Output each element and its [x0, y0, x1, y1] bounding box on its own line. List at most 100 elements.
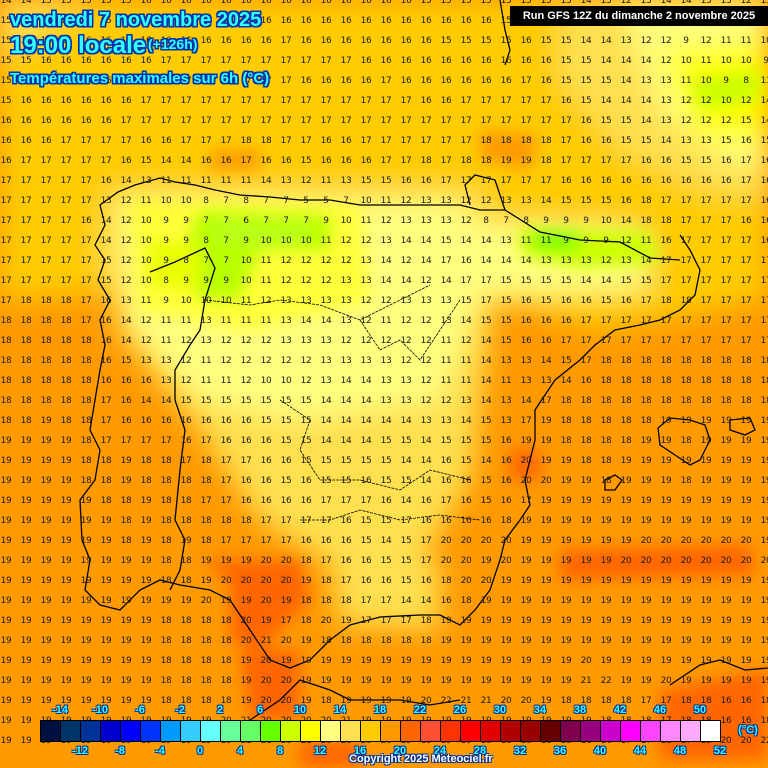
grid-value: 9	[203, 276, 209, 286]
grid-value: 19	[0, 456, 12, 466]
grid-value: 16	[560, 316, 572, 326]
grid-value: 19	[580, 636, 592, 646]
grid-value: 17	[240, 116, 252, 126]
grid-value: 19	[40, 576, 52, 586]
grid-value: 15	[480, 316, 492, 326]
grid-value: 19	[40, 656, 52, 666]
grid-value: 17	[260, 76, 272, 86]
grid-value: 17	[80, 176, 92, 186]
grid-value: 15	[0, 76, 12, 86]
grid-value: 19	[720, 496, 732, 506]
color-scale-cell	[501, 721, 521, 741]
grid-value: 17	[220, 56, 232, 66]
grid-value: 16	[40, 76, 52, 86]
grid-value: 16	[440, 476, 452, 486]
grid-value: 14	[460, 316, 472, 326]
grid-value: 15	[620, 276, 632, 286]
grid-value: 21	[460, 696, 472, 706]
grid-value: 17	[500, 116, 512, 126]
grid-value: 13	[340, 296, 352, 306]
grid-value: 11	[500, 376, 512, 386]
grid-value: 16	[120, 76, 132, 86]
grid-value: 18	[600, 376, 612, 386]
grid-value: 13	[440, 296, 452, 306]
grid-value: 19	[40, 476, 52, 486]
grid-value: 16	[200, 156, 212, 166]
grid-value: 12	[740, 0, 752, 6]
grid-value: 13	[400, 296, 412, 306]
grid-value: 17	[580, 156, 592, 166]
grid-value: 14	[520, 256, 532, 266]
grid-value: 17	[40, 236, 52, 246]
grid-value: 15	[340, 456, 352, 466]
grid-value: 17	[20, 176, 32, 186]
grid-value: 19	[520, 556, 532, 566]
grid-value: 19	[700, 456, 712, 466]
grid-value: 19	[400, 656, 412, 666]
grid-value: 17	[200, 56, 212, 66]
grid-value: 17	[40, 256, 52, 266]
grid-value: 14	[380, 416, 392, 426]
grid-value: 18	[60, 356, 72, 366]
grid-value: 11	[760, 0, 768, 6]
grid-value: 17	[340, 96, 352, 106]
grid-value: 14	[0, 0, 12, 6]
grid-value: 9	[683, 36, 689, 46]
grid-value: 16	[540, 56, 552, 66]
grid-value: 19	[80, 556, 92, 566]
grid-value: 11	[460, 356, 472, 366]
scale-label-bottom: 32	[513, 745, 527, 757]
grid-value: 19	[540, 436, 552, 446]
grid-value: 19	[0, 736, 12, 746]
grid-value: 10	[240, 276, 252, 286]
grid-value: 15	[0, 96, 12, 106]
grid-value: 16	[360, 556, 372, 566]
grid-value: 16	[360, 156, 372, 166]
grid-value: 14	[480, 336, 492, 346]
grid-value: 12	[280, 356, 292, 366]
grid-value: 18	[0, 336, 12, 346]
grid-value: 18	[180, 496, 192, 506]
grid-value: 16	[580, 376, 592, 386]
grid-value: 13	[500, 196, 512, 206]
color-scale-cell	[481, 721, 501, 741]
grid-value: 18	[680, 356, 692, 366]
grid-value: 19	[20, 636, 32, 646]
grid-value: 18	[600, 696, 612, 706]
grid-value: 19	[100, 696, 112, 706]
grid-value: 19	[500, 656, 512, 666]
grid-value: 17	[180, 116, 192, 126]
grid-value: 14	[560, 376, 572, 386]
grid-value: 20	[220, 576, 232, 586]
grid-value: 12	[260, 336, 272, 346]
grid-value: 12	[660, 36, 672, 46]
grid-value: 11	[180, 176, 192, 186]
grid-value: 18	[460, 156, 472, 166]
grid-value: 17	[740, 236, 752, 246]
grid-value: 18	[80, 436, 92, 446]
grid-value: 18	[700, 396, 712, 406]
grid-value: 16	[400, 0, 412, 6]
grid-value: 19	[700, 616, 712, 626]
grid-value: 13	[380, 236, 392, 246]
grid-value: 17	[80, 136, 92, 146]
grid-value: 15	[300, 436, 312, 446]
grid-value: 19	[100, 636, 112, 646]
grid-value: 19	[60, 636, 72, 646]
grid-value: 19	[760, 456, 768, 466]
grid-value: 17	[200, 136, 212, 146]
grid-value: 19	[100, 676, 112, 686]
grid-value: 16	[500, 76, 512, 86]
scale-label-top: 34	[533, 704, 547, 716]
grid-value: 17	[240, 456, 252, 466]
grid-value: 11	[320, 236, 332, 246]
grid-value: 19	[440, 616, 452, 626]
grid-value: 16	[60, 76, 72, 86]
grid-value: 17	[440, 136, 452, 146]
grid-value: 19	[360, 676, 372, 686]
grid-value: 8	[483, 216, 489, 226]
grid-value: 17	[400, 136, 412, 146]
grid-value: 19	[580, 596, 592, 606]
grid-value: 18	[400, 636, 412, 646]
grid-value: 19	[620, 576, 632, 586]
